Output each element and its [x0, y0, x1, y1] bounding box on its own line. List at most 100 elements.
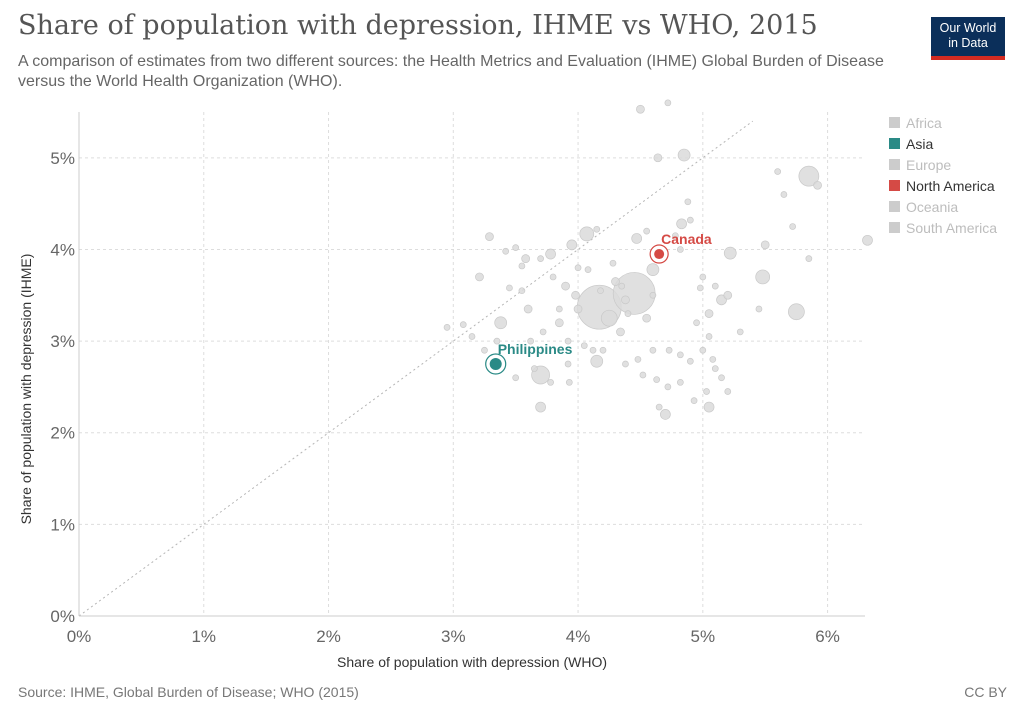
owid-logo[interactable]: Our World in Data: [931, 17, 1005, 60]
data-point[interactable]: [539, 328, 547, 336]
data-point[interactable]: [639, 371, 647, 379]
data-point[interactable]: [696, 284, 704, 292]
data-point[interactable]: [518, 287, 526, 295]
data-point[interactable]: [709, 356, 717, 363]
legend-item-south-america[interactable]: South America: [889, 217, 997, 238]
data-point[interactable]: [611, 277, 620, 286]
data-point[interactable]: [705, 333, 713, 340]
data-point[interactable]: [621, 295, 630, 305]
data-point[interactable]: [571, 290, 580, 300]
data-point[interactable]: [564, 360, 572, 368]
data-point[interactable]: [862, 234, 873, 246]
data-point[interactable]: [527, 337, 534, 345]
data-point[interactable]: [653, 376, 660, 383]
data-point[interactable]: [561, 281, 570, 291]
data-point[interactable]: [523, 304, 533, 314]
data-point[interactable]: [599, 346, 607, 354]
data-point[interactable]: [590, 354, 604, 368]
data-point[interactable]: [574, 264, 582, 272]
data-point[interactable]: [724, 388, 732, 395]
data-point[interactable]: [485, 232, 494, 241]
data-point[interactable]: [616, 327, 625, 337]
data-point[interactable]: [723, 246, 737, 260]
data-point[interactable]: [755, 269, 771, 285]
data-point[interactable]: [600, 309, 618, 327]
data-point[interactable]: [723, 290, 733, 300]
data-point[interactable]: [459, 321, 467, 328]
data-point[interactable]: [649, 346, 657, 354]
data-point[interactable]: [780, 191, 788, 198]
data-point[interactable]: [547, 378, 554, 386]
data-point[interactable]: [703, 401, 715, 413]
data-point[interactable]: [545, 248, 556, 260]
data-point[interactable]: [612, 272, 656, 315]
data-point[interactable]: [672, 232, 679, 240]
data-point[interactable]: [494, 316, 508, 330]
data-point[interactable]: [554, 318, 564, 328]
data-point[interactable]: [493, 337, 501, 345]
data-point[interactable]: [631, 233, 643, 244]
data-point[interactable]: [565, 378, 573, 386]
data-point[interactable]: [684, 198, 692, 206]
data-point[interactable]: [649, 291, 657, 299]
data-point[interactable]: [760, 240, 770, 250]
data-point[interactable]: [597, 287, 604, 295]
data-point[interactable]: [660, 409, 671, 420]
data-point[interactable]: [535, 401, 546, 413]
data-point[interactable]: [699, 273, 707, 281]
data-point[interactable]: [690, 397, 698, 405]
data-point[interactable]: [704, 309, 714, 318]
data-point[interactable]: [636, 104, 645, 114]
data-point[interactable]: [609, 259, 617, 267]
data-point[interactable]: [711, 365, 719, 372]
data-point[interactable]: [676, 218, 687, 230]
data-point[interactable]: [584, 266, 592, 273]
legend-item-africa[interactable]: Africa: [889, 112, 997, 133]
data-point[interactable]: [564, 337, 572, 345]
legend-item-north-america[interactable]: North America: [889, 175, 997, 196]
data-point[interactable]: [512, 374, 520, 382]
data-point[interactable]: [736, 328, 744, 336]
data-point[interactable]: [774, 168, 782, 175]
data-point[interactable]: [711, 282, 719, 290]
data-point[interactable]: [531, 365, 538, 372]
data-point[interactable]: [699, 346, 707, 354]
data-point[interactable]: [518, 262, 526, 270]
data-point[interactable]: [481, 346, 488, 354]
data-point[interactable]: [618, 282, 626, 290]
data-point[interactable]: [566, 239, 578, 251]
data-point[interactable]: [579, 226, 595, 242]
data-point[interactable]: [798, 165, 820, 187]
data-point[interactable]: [549, 273, 557, 281]
legend-item-europe[interactable]: Europe: [889, 154, 997, 175]
data-point[interactable]: [813, 180, 822, 190]
data-point[interactable]: [643, 227, 651, 235]
data-point[interactable]: [589, 346, 597, 354]
data-point[interactable]: [677, 246, 684, 253]
data-point[interactable]: [593, 225, 601, 233]
data-point[interactable]: [634, 356, 642, 363]
data-point[interactable]: [686, 357, 694, 365]
license-link[interactable]: CC BY: [964, 684, 1007, 700]
highlight-point[interactable]: [654, 249, 665, 260]
data-point[interactable]: [655, 403, 663, 411]
data-point[interactable]: [664, 383, 672, 391]
data-point[interactable]: [788, 303, 805, 321]
data-point[interactable]: [789, 223, 796, 230]
data-point[interactable]: [642, 313, 652, 323]
data-point[interactable]: [624, 310, 632, 317]
data-point[interactable]: [580, 342, 588, 350]
data-point[interactable]: [805, 255, 813, 262]
data-point[interactable]: [512, 244, 520, 251]
data-point[interactable]: [755, 305, 763, 313]
legend-item-asia[interactable]: Asia: [889, 133, 997, 154]
data-point[interactable]: [677, 351, 684, 359]
data-point[interactable]: [502, 247, 510, 255]
data-point[interactable]: [521, 254, 530, 263]
data-point[interactable]: [537, 255, 544, 262]
data-point[interactable]: [693, 319, 700, 327]
data-point[interactable]: [475, 272, 484, 282]
highlight-point[interactable]: [489, 358, 502, 370]
data-point[interactable]: [506, 284, 513, 292]
data-point[interactable]: [664, 99, 672, 107]
